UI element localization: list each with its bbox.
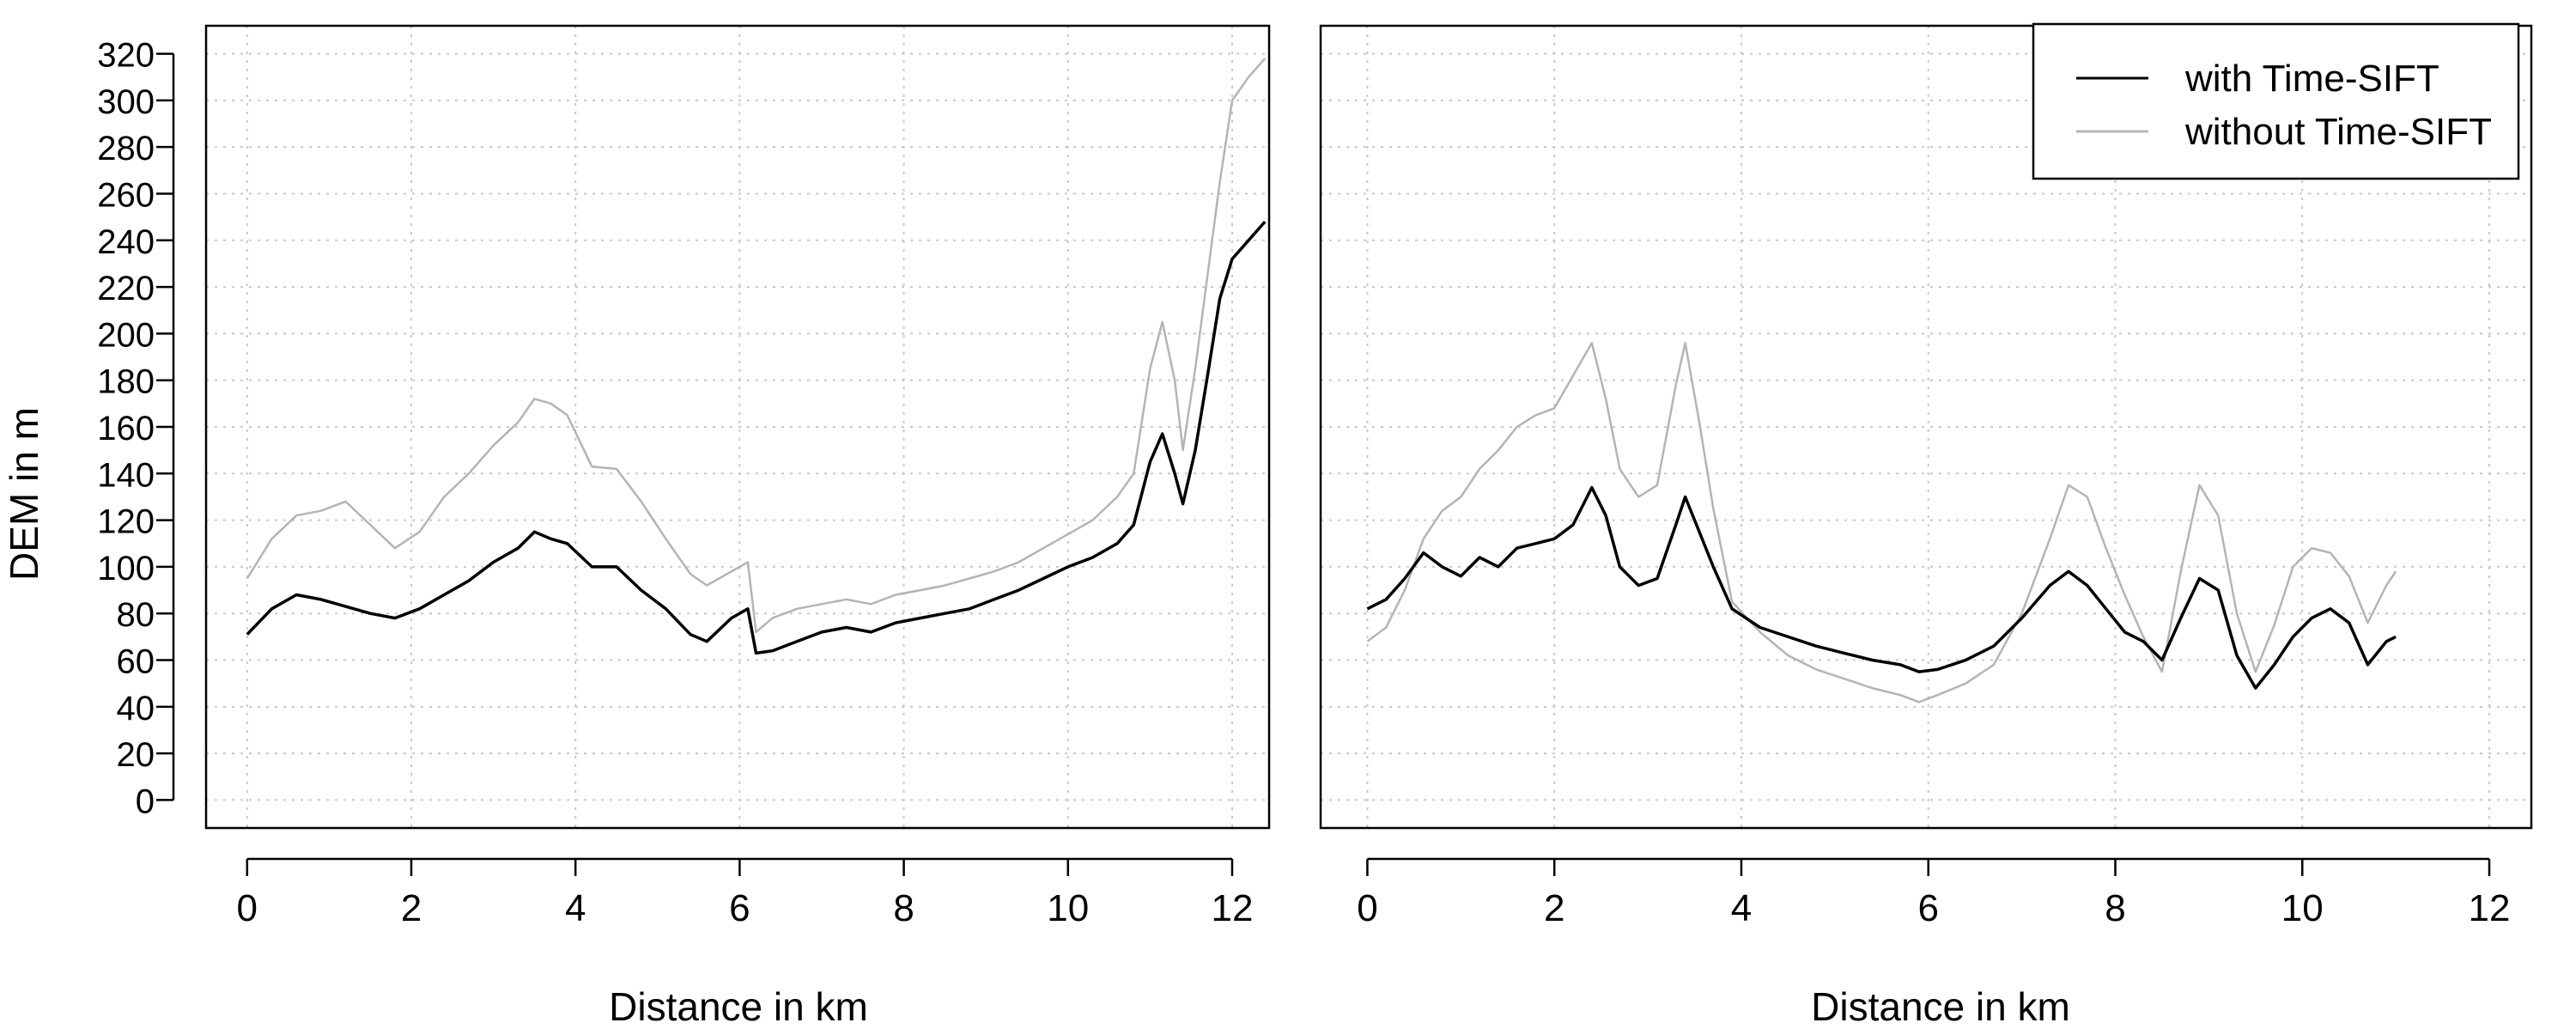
x-tick-label: 2 [1544, 887, 1564, 929]
y-tick-label: 140 [97, 456, 155, 494]
series-line-with-time-sift [246, 220, 1267, 655]
y-tick-label: 80 [117, 596, 155, 634]
x-tick-label: 4 [565, 887, 586, 929]
x-tick-label: 6 [729, 887, 750, 929]
legend-box [2032, 22, 2520, 180]
series-line-with-time-sift [1366, 485, 2397, 690]
y-tick-label: 180 [97, 363, 155, 401]
legend-label-with-time-sift: with Time-SIFT [2184, 58, 2439, 100]
x-tick-label: 8 [2105, 887, 2125, 929]
series-line-without-time-sift [1366, 342, 2397, 703]
right-panel: 0 2 4 6 8 10 12 [1319, 24, 2533, 929]
x-tick-label: 0 [237, 887, 258, 929]
y-tick-label: 280 [97, 130, 155, 167]
legend-label-without-time-sift: without Time-SIFT [2184, 111, 2492, 153]
y-tick-label: 40 [117, 690, 155, 728]
y-tick-label: 0 [136, 782, 155, 820]
y-tick-label: 240 [97, 223, 155, 261]
x-tick-label: 2 [401, 887, 422, 929]
x-tick-label: 10 [1047, 887, 1089, 929]
plot-frame [204, 24, 1271, 830]
y-tick-label: 100 [97, 550, 155, 588]
y-tick-label: 220 [97, 270, 155, 307]
x-tick-label: 0 [1357, 887, 1377, 929]
x-tick-label: 10 [2281, 887, 2324, 929]
y-tick-label: 320 [97, 37, 155, 75]
left-panel: 0 2 4 6 8 10 120204060801001201401601802002202… [97, 24, 1271, 929]
y-tick-label: 60 [117, 643, 155, 681]
y-tick-label: 160 [97, 410, 155, 447]
x-tick-label: 12 [2469, 887, 2511, 929]
x-tick-label: 6 [1917, 887, 1938, 929]
y-tick-label: 20 [117, 736, 155, 774]
x-axis-label-left: Distance in km [609, 984, 868, 1029]
x-axis-label-right: Distance in km [1811, 984, 2070, 1029]
y-tick-label: 300 [97, 83, 155, 121]
y-tick-label: 120 [97, 503, 155, 541]
x-tick-label: 8 [893, 887, 914, 929]
x-tick-label: 4 [1731, 887, 1752, 929]
legend: with Time-SIFT without Time-SIFT [2032, 22, 2520, 180]
x-tick-label: 12 [1212, 887, 1254, 929]
plot-frame [1319, 24, 2533, 830]
y-axis-label: DEM in m [2, 407, 46, 581]
series-line-without-time-sift [246, 58, 1267, 634]
y-tick-label: 260 [97, 176, 155, 214]
y-tick-label: 200 [97, 316, 155, 354]
